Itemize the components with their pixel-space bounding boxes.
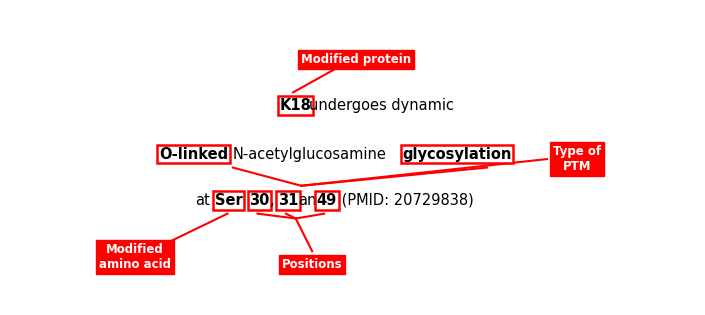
Text: O-linked: O-linked <box>159 147 228 162</box>
Text: Modified protein: Modified protein <box>301 53 411 66</box>
Text: (PMID: 20729838): (PMID: 20729838) <box>337 193 474 208</box>
Text: 49: 49 <box>317 193 337 208</box>
Text: N-acetylglucosamine: N-acetylglucosamine <box>233 147 387 162</box>
Text: at: at <box>195 193 209 208</box>
Text: K18: K18 <box>279 98 311 113</box>
FancyBboxPatch shape <box>82 35 640 283</box>
Text: Ser: Ser <box>215 193 243 208</box>
Text: 31: 31 <box>278 193 298 208</box>
Text: and: and <box>298 193 326 208</box>
Text: glycosylation: glycosylation <box>403 147 512 162</box>
Text: undergoes dynamic: undergoes dynamic <box>309 98 455 113</box>
Text: ,: , <box>270 193 275 208</box>
Text: Type of
PTM: Type of PTM <box>553 145 601 173</box>
Text: Modified
amino acid: Modified amino acid <box>99 243 171 271</box>
Text: Positions: Positions <box>282 258 343 271</box>
Text: 30: 30 <box>250 193 270 208</box>
